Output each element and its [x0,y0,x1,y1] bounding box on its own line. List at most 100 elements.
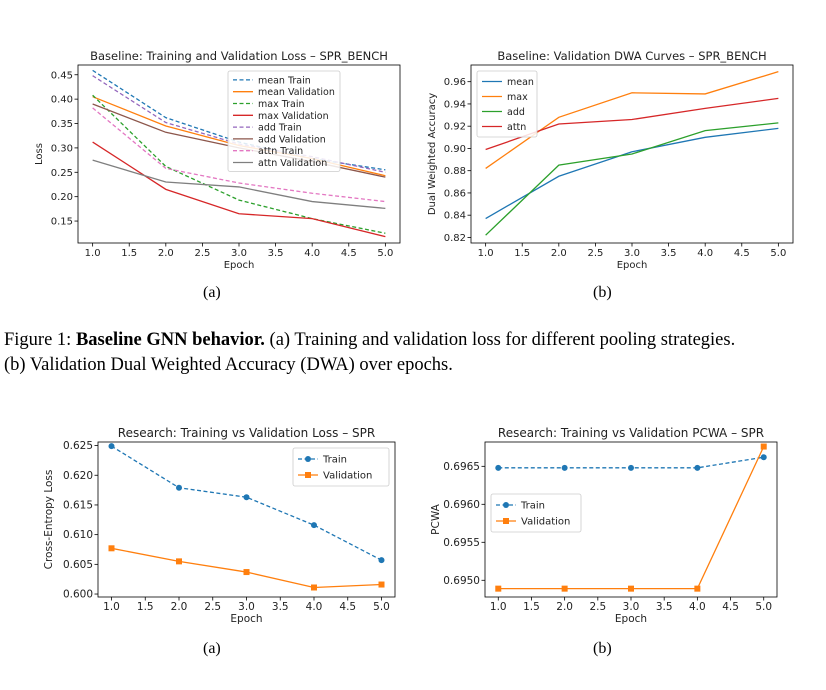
x-tick-label: 3.5 [656,601,673,613]
y-tick-label: 0.94 [444,99,466,110]
y-tick-label: 0.90 [444,144,466,155]
pcwa-chart: Research: Training vs Validation PCWA – … [430,426,778,625]
series-line [92,107,386,203]
x-tick-label: 1.0 [478,248,494,259]
figure2-subcaption-b: (b) [593,640,612,657]
data-point [760,454,767,461]
y-tick-label: 0.84 [444,211,466,222]
series-train [108,443,385,564]
x-axis-label: Epoch [617,260,648,271]
y-tick-label: 0.15 [51,217,73,228]
data-point [760,443,767,450]
x-axis-label: Epoch [615,613,647,625]
x-tick-label: 1.0 [85,248,101,259]
x-tick-label: 4.5 [722,601,739,613]
x-axis-label: Epoch [224,260,255,271]
x-tick-label: 4.0 [306,601,323,613]
y-tick-label: 0.30 [51,143,73,154]
data-point [628,464,634,471]
x-tick-label: 2.0 [171,601,188,613]
figure1-caption: Figure 1: Baseline GNN behavior. (a) Tra… [4,328,826,378]
y-tick-label: 0.35 [51,119,73,130]
x-tick-label: 3.0 [623,601,640,613]
legend-label: mean Train [258,75,311,86]
y-tick-label: 0.6950 [443,575,480,587]
x-tick-label: 2.0 [551,248,567,259]
y-tick-label: 0.92 [444,122,466,133]
figure1-caption-line2: (b) Validation Dual Weighted Accuracy (D… [4,355,453,375]
y-tick-label: 0.6960 [443,499,480,511]
legend: Train Validation [292,447,390,487]
y-tick-label: 0.20 [51,192,73,203]
legend-label: Validation [323,471,372,482]
x-tick-label: 1.0 [490,601,507,613]
data-point [378,557,385,564]
series-line [92,141,386,238]
x-tick-label: 4.5 [341,248,357,259]
x-tick-label: 5.0 [373,601,390,613]
legend-marker [503,502,509,508]
y-tick-label: 0.82 [444,233,466,244]
legend-marker [503,518,509,524]
y-tick-label: 0.610 [63,529,93,541]
data-point [243,494,250,501]
y-tick-label: 0.96 [444,77,466,88]
data-point [561,585,568,592]
legend-label: add [507,107,525,118]
legend-label: mean Validation [258,87,335,98]
x-tick-label: 2.5 [589,601,606,613]
x-tick-label: 4.0 [689,601,706,613]
x-tick-label: 1.0 [103,601,120,613]
x-tick-label: 3.0 [238,601,255,613]
series-add [485,122,779,236]
series-attn-train [92,107,386,203]
figure1-caption-line1: Figure 1: Baseline GNN behavior. (a) Tra… [4,328,826,353]
legend-label: add Train [258,123,302,134]
data-point [176,558,182,565]
y-tick-label: 0.6965 [443,461,480,473]
series-validation [108,545,385,591]
x-tick-label: 3.0 [231,248,247,259]
y-axis-label: PCWA [430,503,442,534]
y-tick-label: 0.88 [444,166,466,177]
y-tick-label: 0.625 [63,440,93,452]
figure1-subcaption-a: (a) [203,284,221,301]
legend-box [490,493,582,533]
legend-marker [305,472,311,478]
data-point [628,585,634,592]
series-max-train [92,94,386,234]
chart-title: Research: Training vs Validation PCWA – … [498,426,764,440]
legend: mean max add attn [476,70,538,138]
x-tick-label: 1.5 [121,248,137,259]
x-tick-label: 4.5 [734,248,750,259]
series-train [495,454,767,471]
series-line [485,122,779,236]
y-axis-label: Loss [34,143,45,165]
y-tick-label: 0.615 [63,499,93,511]
caption-title: Baseline GNN behavior. [75,330,265,350]
data-point [694,585,701,592]
data-point [243,569,250,576]
x-tick-label: 3.0 [624,248,640,259]
data-point [561,464,568,471]
series-attn-validation [92,159,386,210]
x-tick-label: 5.0 [377,248,393,259]
legend-label: attn [507,122,526,133]
y-tick-label: 0.86 [444,188,466,199]
x-tick-label: 2.0 [158,248,174,259]
series-mean [485,127,779,220]
y-axis-label: Dual Weighted Accuracy [427,93,438,215]
figure1-subcaption-b: (b) [593,284,612,301]
y-axis-label: Cross-Entropy Loss [43,470,55,570]
series-line [111,445,382,561]
x-tick-label: 1.5 [523,601,540,613]
x-tick-label: 1.5 [514,248,530,259]
legend-box [227,70,341,172]
series-line [111,547,382,589]
series-line [92,159,386,210]
legend: Train Validation [490,493,582,533]
series-line [92,94,386,234]
legend-marker [305,456,311,462]
chart-title: Baseline: Validation DWA Curves – SPR_BE… [497,49,766,63]
